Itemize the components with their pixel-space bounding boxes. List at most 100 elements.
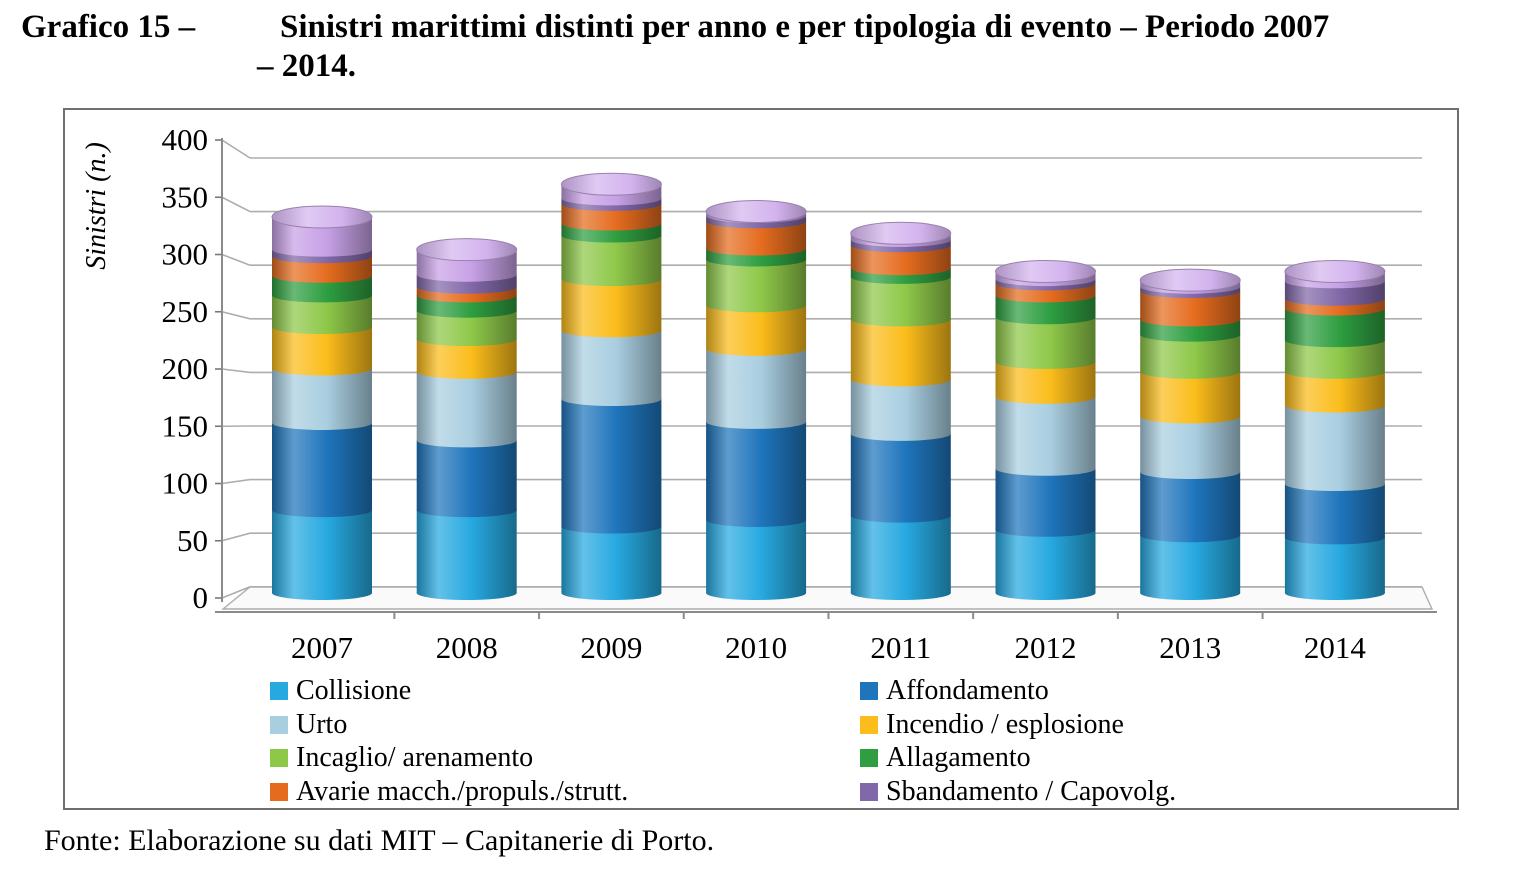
segment <box>1284 484 1385 538</box>
x-category-label: 2011 <box>870 630 931 665</box>
y-axis-title: Sinistri (n.) <box>81 142 112 270</box>
segment <box>706 421 807 520</box>
bar-2014 <box>1284 259 1386 600</box>
segment <box>995 468 1096 530</box>
chart-title-line2: – 2014. <box>257 48 356 84</box>
bar-2012 <box>995 259 1096 600</box>
legend-label: Affondamento <box>886 675 1049 706</box>
legend-swatch-icon <box>270 715 288 734</box>
cylinder-cap <box>416 238 518 262</box>
gridline-400: 400 <box>162 122 1422 159</box>
y-tick-label: 250 <box>162 294 209 329</box>
legend-item-affondamento: Affondamento <box>860 675 1049 706</box>
x-category-label: 2012 <box>1015 630 1077 665</box>
segment <box>416 510 517 593</box>
segment <box>272 422 372 511</box>
segment <box>561 526 662 593</box>
y-tick-label: 300 <box>162 237 209 272</box>
bar-2011 <box>850 221 952 600</box>
legend-swatch-icon <box>860 749 878 768</box>
floor <box>221 586 1434 610</box>
segment <box>850 433 951 516</box>
segment <box>561 398 662 527</box>
segment <box>561 279 662 331</box>
segment <box>416 440 517 511</box>
cylinder-cap <box>1284 259 1386 283</box>
legend-item-collisione: Collisione <box>270 675 412 706</box>
legend-label: Incendio / esplosione <box>886 708 1124 740</box>
legend-item-allagamento: Allagamento <box>860 742 1031 774</box>
cylinder-cap <box>271 205 373 229</box>
legend-label: Sbandamento / Capovolg. <box>886 775 1177 807</box>
chart-title-prefix: Grafico 15 – <box>21 9 196 45</box>
segment <box>1284 405 1385 484</box>
legend-label: Allagamento <box>886 742 1031 774</box>
bar-2007 <box>271 205 373 600</box>
legend-item-sbandamento-capovolg: Sbandamento / Capovolg. <box>860 775 1177 807</box>
legend-item-incaglio-arenamento: Incaglio/ arenamento <box>270 742 534 774</box>
bar-2009 <box>560 172 662 600</box>
chart-frame: 400 350 300 250 200 150 100 50 0 Sinistri (n.) 200… <box>63 108 1459 810</box>
legend-item-avarie-macch-propuls-strutt: Avarie macch./propuls./strutt. <box>270 775 629 807</box>
segment <box>706 348 807 422</box>
segment <box>850 379 951 434</box>
chart-canvas: 400 350 300 250 200 150 100 50 0 Sinistri (n.) 200… <box>65 110 1457 813</box>
segment <box>995 396 1096 469</box>
x-category-label: 2008 <box>436 630 498 665</box>
source-note: Fonte: Elaborazione su dati MIT – Capita… <box>44 824 715 857</box>
segment <box>706 519 807 593</box>
y-tick-label: 200 <box>162 351 209 386</box>
bar-2008 <box>416 238 518 600</box>
y-tick-label: 150 <box>162 408 209 443</box>
cylinder-cap <box>705 200 807 223</box>
legend-swatch-icon <box>270 782 288 801</box>
x-category-label: 2013 <box>1159 630 1221 665</box>
segment <box>272 510 372 593</box>
x-category-label: 2014 <box>1304 630 1367 665</box>
segment <box>706 305 807 349</box>
legend-label: Urto <box>296 708 348 740</box>
segment <box>1284 537 1385 593</box>
segment <box>995 529 1096 593</box>
cylinder-cap <box>1139 268 1241 292</box>
segment <box>1140 535 1241 593</box>
y-tick-label: 100 <box>162 466 209 501</box>
legend-swatch-icon <box>860 715 878 734</box>
segment <box>995 317 1096 362</box>
legend-label: Incaglio/ arenamento <box>296 742 534 774</box>
legend-swatch-icon <box>860 682 878 700</box>
x-category-label: 2007 <box>291 630 353 665</box>
cylinder-cap <box>560 172 662 196</box>
segment <box>561 330 662 399</box>
gridline-350: 350 <box>162 179 1422 214</box>
legend-item-incendio-esplosione: Incendio / esplosione <box>860 708 1124 740</box>
segment <box>416 371 517 441</box>
segment <box>1140 472 1241 536</box>
legend-swatch-icon <box>270 749 288 768</box>
y-tick-label: 50 <box>177 523 208 558</box>
y-tick-label: 0 <box>193 580 209 615</box>
segment <box>561 235 662 280</box>
legend-swatch-icon <box>860 782 878 801</box>
cylinder-cap <box>995 259 1096 283</box>
segment <box>1140 371 1241 417</box>
y-tick-label: 350 <box>162 179 209 214</box>
segment <box>850 319 951 380</box>
chart-title-text: Sinistri marittimi distinti per anno e p… <box>280 9 1330 45</box>
segment <box>706 259 807 306</box>
segment <box>850 515 951 593</box>
legend-label: Avarie macch./propuls./strutt. <box>296 775 629 807</box>
chart-title-line1: Grafico 15 – Sinistri marittimi distinti … <box>21 6 1329 48</box>
legend-swatch-icon <box>270 682 288 700</box>
bar-2013 <box>1139 268 1241 600</box>
bar-2010 <box>705 200 807 600</box>
x-category-label: 2010 <box>725 630 787 665</box>
cylinder-cap <box>850 221 952 245</box>
legend-item-urto: Urto <box>270 708 348 740</box>
segment <box>1140 416 1241 473</box>
x-category-label: 2009 <box>580 630 642 665</box>
segment <box>850 276 951 320</box>
y-tick-label: 400 <box>162 122 209 157</box>
legend-label: Collisione <box>296 675 412 706</box>
